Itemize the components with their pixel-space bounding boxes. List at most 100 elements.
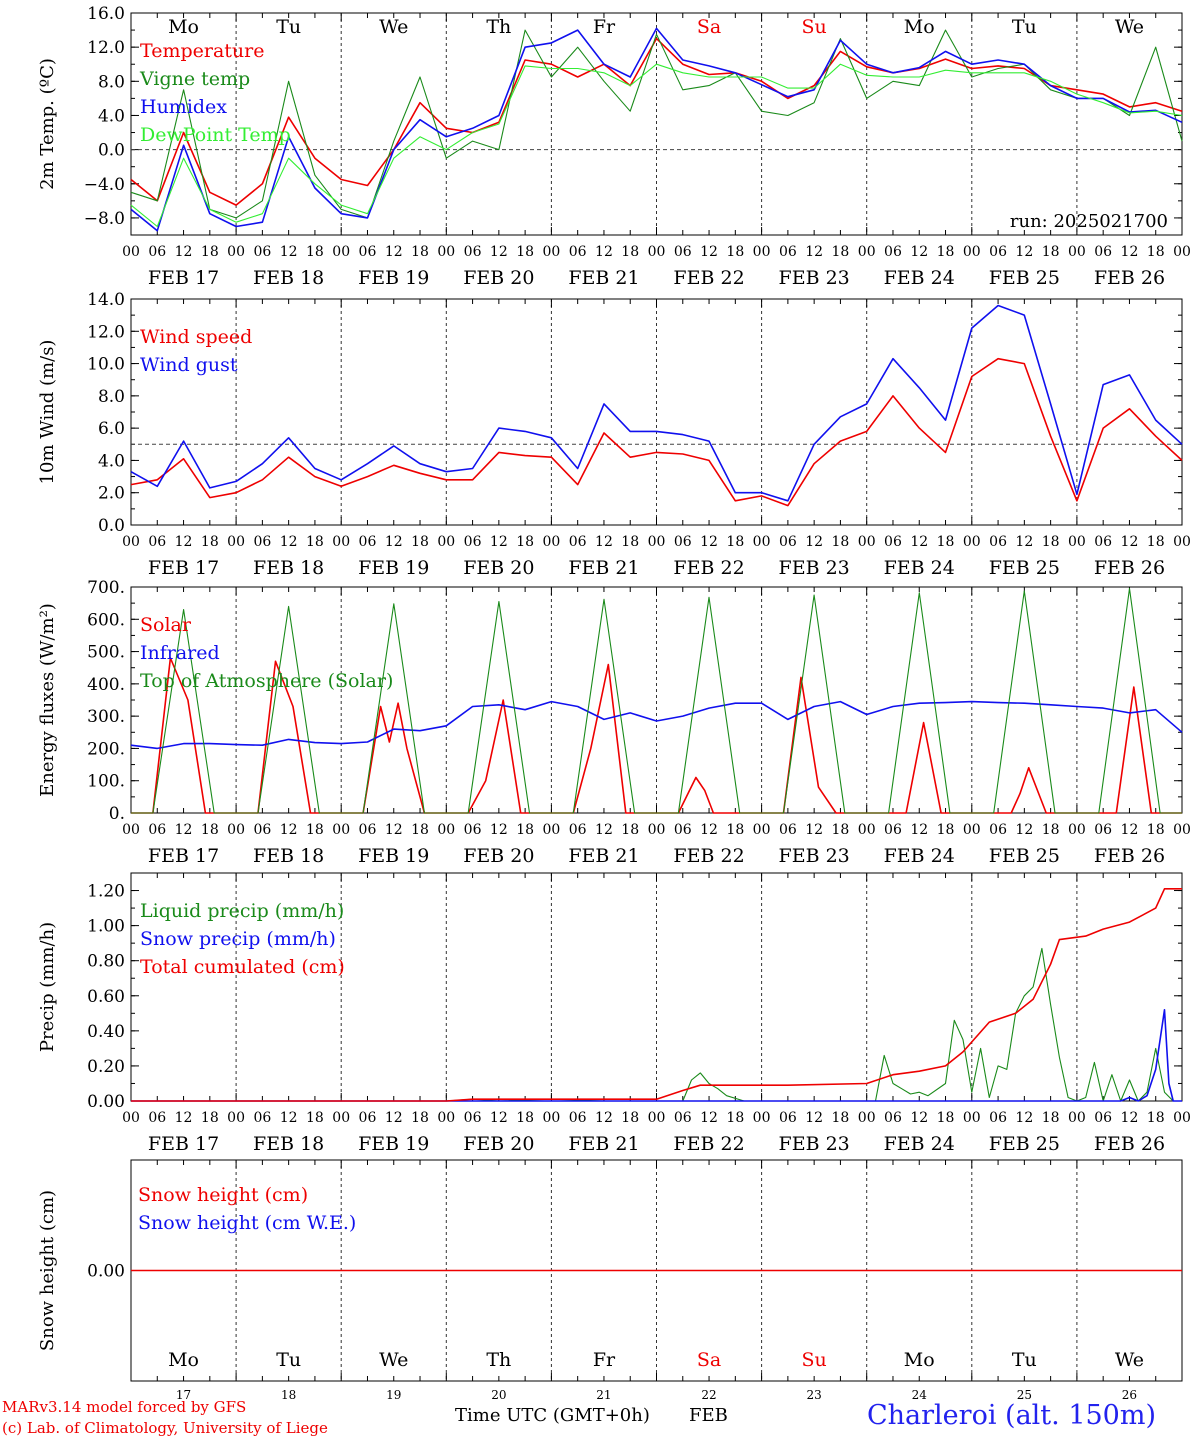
hour-tick-label: 18 (411, 1110, 429, 1126)
date-label: FEB 21 (568, 1133, 639, 1155)
hour-tick-label: 18 (726, 1110, 744, 1126)
hour-tick-label: 06 (359, 822, 377, 838)
hour-tick-label: 12 (1121, 1110, 1139, 1126)
hour-tick-label: 18 (201, 244, 219, 260)
hour-tick-label: 12 (910, 534, 928, 550)
hour-tick-label: 06 (989, 534, 1007, 550)
hour-tick-label: 00 (1173, 1110, 1191, 1126)
date-label: FEB 26 (1094, 1133, 1165, 1155)
series-line-top-of-atmosphere-solar- (131, 588, 1182, 814)
date-label: FEB 22 (673, 1133, 744, 1155)
y-tick-label: 700. (87, 578, 125, 598)
hour-tick-label: 06 (148, 244, 166, 260)
hour-tick-label: 18 (937, 534, 955, 550)
y-tick-label: 1.00 (87, 917, 125, 937)
hour-tick-label: 18 (516, 1110, 534, 1126)
hour-tick-label: 12 (805, 822, 823, 838)
hour-tick-label: 18 (1042, 244, 1060, 260)
y-tick-label: −8.0 (84, 209, 125, 229)
hour-tick-label: 06 (359, 244, 377, 260)
series-line-vigne-temp (130, 29, 1183, 219)
date-label: FEB 18 (253, 1133, 324, 1155)
model-credit: MARv3.14 model forced by GFS (2, 1398, 247, 1416)
hour-tick-label: 06 (674, 534, 692, 550)
hour-tick-label: 12 (1121, 822, 1139, 838)
weekday-label-top: Th (486, 16, 511, 38)
hour-tick-label: 18 (1042, 1110, 1060, 1126)
date-label: FEB 25 (989, 845, 1060, 867)
series-line-wind-gust (130, 304, 1183, 502)
hour-tick-label: 18 (516, 822, 534, 838)
hour-tick-label: 18 (201, 1110, 219, 1126)
hour-tick-label: 12 (490, 534, 508, 550)
date-label: FEB 21 (568, 557, 639, 579)
weekday-label-top: Mo (168, 16, 199, 38)
hour-tick-label: 06 (779, 534, 797, 550)
date-label: FEB 19 (358, 1133, 429, 1155)
hour-tick-label: 12 (175, 534, 193, 550)
hour-tick-label: 06 (253, 534, 271, 550)
hour-tick-label: 00 (963, 822, 981, 838)
date-label: FEB 25 (989, 557, 1060, 579)
date-label: FEB 23 (779, 557, 850, 579)
hour-tick-label: 12 (595, 534, 613, 550)
date-label: FEB 26 (1094, 557, 1165, 579)
hour-tick-label: 00 (858, 244, 876, 260)
hour-tick-label: 06 (884, 534, 902, 550)
day-number-label: 19 (386, 1388, 401, 1402)
date-label: FEB 17 (148, 1133, 219, 1155)
hour-tick-label: 06 (569, 244, 587, 260)
day-number-label: 21 (596, 1388, 611, 1402)
hour-tick-label: 06 (253, 244, 271, 260)
hour-tick-label: 00 (332, 822, 350, 838)
date-label: FEB 26 (1094, 845, 1165, 867)
hour-tick-label: 12 (490, 244, 508, 260)
hour-tick-label: 06 (989, 822, 1007, 838)
hour-tick-label: 06 (569, 534, 587, 550)
date-label: FEB 17 (148, 267, 219, 289)
hour-tick-label: 18 (306, 1110, 324, 1126)
hour-tick-label: 18 (1147, 534, 1165, 550)
y-axis-label: 10m Wind (m/s) (37, 340, 58, 485)
hour-tick-label: 12 (280, 1110, 298, 1126)
hour-tick-label: 18 (937, 244, 955, 260)
date-label: FEB 24 (884, 557, 955, 579)
hour-tick-label: 18 (726, 244, 744, 260)
hour-tick-label: 06 (884, 822, 902, 838)
legend-entry: Solar (140, 614, 192, 636)
hour-tick-label: 12 (595, 1110, 613, 1126)
weekday-label-bottom: We (379, 1349, 408, 1371)
y-tick-label: 1.20 (87, 882, 125, 902)
hour-tick-label: 18 (201, 822, 219, 838)
hour-tick-label: 06 (1094, 534, 1112, 550)
hour-tick-label: 00 (1068, 534, 1086, 550)
y-tick-label: 0.00 (87, 1092, 125, 1112)
hour-tick-label: 12 (1015, 534, 1033, 550)
day-number-label: 22 (701, 1388, 716, 1402)
hour-tick-label: 18 (306, 822, 324, 838)
run-label: run: 2025021700 (1010, 211, 1168, 232)
y-tick-label: 6.0 (98, 419, 125, 439)
hour-tick-label: 12 (595, 822, 613, 838)
hour-tick-label: 18 (1147, 1110, 1165, 1126)
hour-tick-label: 12 (700, 822, 718, 838)
hour-tick-label: 12 (280, 534, 298, 550)
hour-tick-label: 12 (1015, 1110, 1033, 1126)
date-label: FEB 17 (148, 557, 219, 579)
hour-tick-label: 18 (306, 244, 324, 260)
day-number-label: 17 (176, 1388, 191, 1402)
hour-tick-label: 00 (963, 534, 981, 550)
date-label: FEB 21 (568, 845, 639, 867)
date-label: FEB 23 (779, 267, 850, 289)
y-tick-label: 500. (87, 643, 125, 663)
hour-tick-label: 06 (569, 822, 587, 838)
hour-tick-label: 12 (280, 244, 298, 260)
hour-tick-label: 00 (542, 822, 560, 838)
hour-tick-label: 06 (779, 1110, 797, 1126)
date-label: FEB 24 (884, 267, 955, 289)
hour-tick-label: 06 (884, 244, 902, 260)
hour-tick-label: 00 (542, 1110, 560, 1126)
weekday-label-bottom: Th (486, 1349, 511, 1371)
date-label: FEB 24 (884, 1133, 955, 1155)
hour-tick-label: 00 (753, 822, 771, 838)
